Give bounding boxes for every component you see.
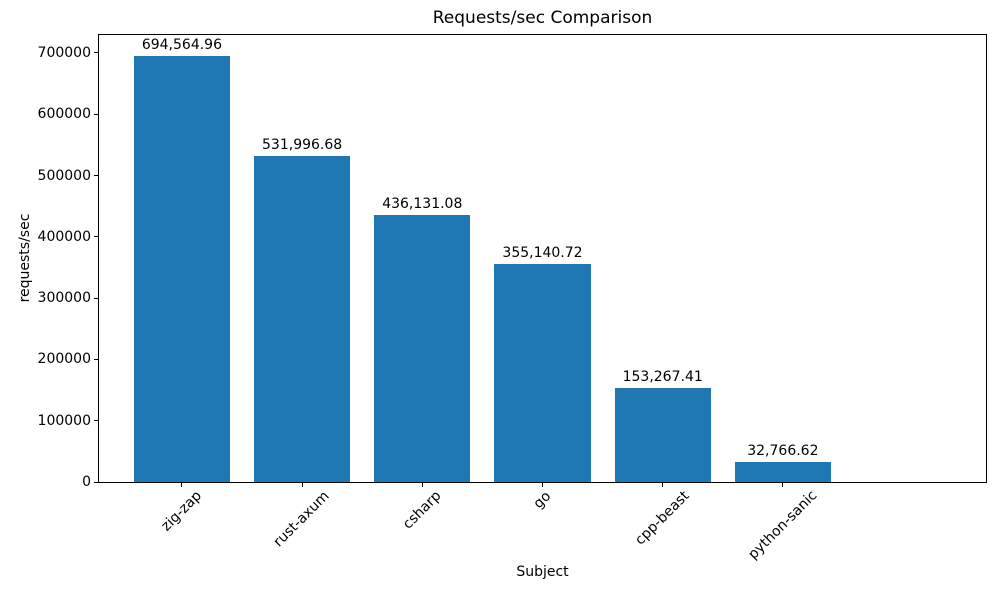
bar bbox=[133, 56, 230, 482]
y-tick-label: 700000 bbox=[37, 44, 91, 61]
y-tick-mark bbox=[94, 52, 99, 54]
x-tick-mark bbox=[421, 482, 423, 487]
y-tick-mark bbox=[94, 236, 99, 238]
bar bbox=[734, 461, 831, 482]
x-tick-label: cpp-beast bbox=[632, 487, 693, 549]
y-tick-label: 300000 bbox=[37, 290, 91, 307]
bar-value-label: 355,140.72 bbox=[502, 245, 583, 262]
y-tick-label: 100000 bbox=[37, 412, 91, 429]
x-tick-label: csharp bbox=[399, 487, 445, 533]
x-tick-label: zig-zap bbox=[158, 487, 205, 535]
y-tick-label: 500000 bbox=[37, 167, 91, 184]
y-tick-mark bbox=[94, 297, 99, 299]
y-tick-label: 0 bbox=[82, 474, 91, 490]
bar bbox=[254, 155, 351, 482]
x-tick-label: rust-axum bbox=[270, 488, 333, 551]
bar-value-label: 531,996.68 bbox=[262, 136, 343, 153]
x-tick-label: python-sanic bbox=[745, 487, 821, 564]
x-tick-mark bbox=[301, 482, 303, 487]
x-tick-mark bbox=[782, 482, 784, 487]
y-tick-mark bbox=[94, 481, 99, 483]
x-axis-label: Subject bbox=[516, 564, 569, 580]
y-tick-mark bbox=[94, 358, 99, 360]
bar bbox=[374, 214, 471, 482]
bar-value-label: 436,131.08 bbox=[382, 195, 463, 212]
y-tick-label: 200000 bbox=[37, 351, 91, 368]
x-tick-mark bbox=[662, 482, 664, 487]
y-tick-label: 400000 bbox=[37, 228, 91, 245]
bar-value-label: 153,267.41 bbox=[622, 369, 703, 386]
x-tick-mark bbox=[542, 482, 543, 487]
y-tick-label: 600000 bbox=[37, 106, 91, 123]
bar bbox=[494, 264, 591, 482]
y-tick-mark bbox=[94, 420, 99, 422]
y-tick-mark bbox=[94, 113, 99, 115]
y-tick-mark bbox=[94, 175, 99, 177]
chart-title: Requests/sec Comparison bbox=[432, 8, 653, 28]
x-tick-mark bbox=[181, 482, 183, 487]
bar bbox=[614, 388, 711, 482]
bar-value-label: 694,564.96 bbox=[141, 37, 222, 54]
bar-value-label: 32,766.62 bbox=[747, 442, 819, 459]
x-tick-label: go bbox=[530, 487, 555, 512]
plot-area: 0 100000 200000 300000 400000 500000 600000 700… bbox=[38, 34, 987, 563]
